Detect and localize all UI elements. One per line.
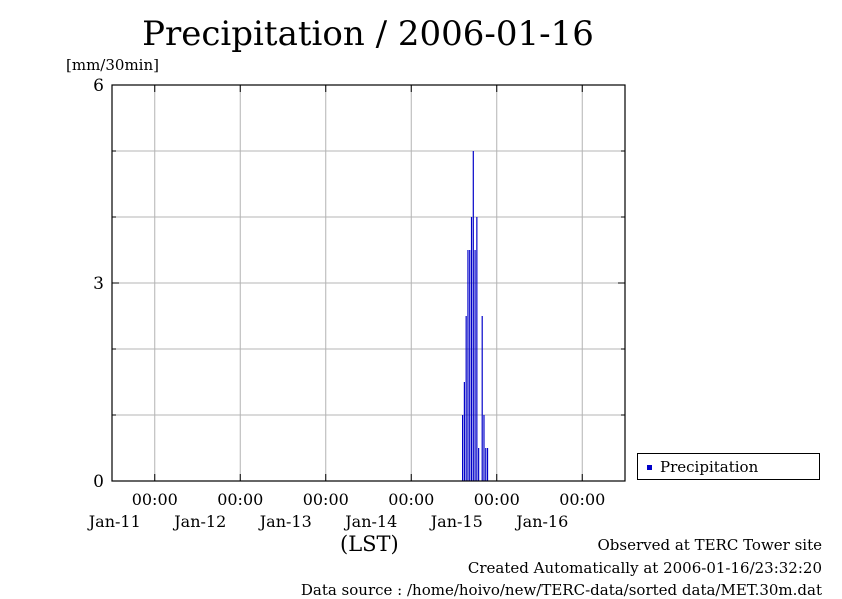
precipitation-bar	[470, 217, 473, 481]
axes	[111, 84, 626, 482]
x-tick-label-time: 00:00	[474, 490, 520, 509]
x-tick-label-time: 00:00	[303, 490, 349, 509]
y-tick-label: 3	[93, 274, 104, 294]
precipitation-bar	[476, 217, 478, 481]
tick-labels: 0 3 6 00:00 Jan-11 00:00 Jan-12 00:00 Jan-13 00:0…	[87, 76, 606, 531]
precipitation-bar	[463, 382, 465, 481]
bars	[462, 151, 489, 481]
precipitation-bar	[483, 415, 485, 481]
x-tick-label-date: Jan-14	[343, 512, 397, 531]
precipitation-bar	[486, 448, 489, 481]
precipitation-bar	[462, 415, 464, 481]
precipitation-bar	[469, 250, 471, 481]
footer-source: Data source : /home/hoivo/new/TERC-data/…	[300, 581, 822, 599]
footer-observed: Observed at TERC Tower site	[597, 536, 822, 554]
precipitation-bar	[478, 448, 480, 481]
x-tick-label-time: 00:00	[388, 490, 434, 509]
precipitation-bar	[474, 250, 476, 481]
legend-label: Precipitation	[660, 458, 759, 476]
legend-swatch	[647, 465, 652, 470]
x-tick-label-date: Jan-11	[87, 512, 141, 531]
footer-created: Created Automatically at 2006-01-16/23:3…	[467, 559, 822, 577]
precipitation-bar	[472, 151, 474, 481]
precipitation-bar	[465, 316, 467, 481]
x-tick-label-time: 00:00	[217, 490, 263, 509]
x-tick-label-time: 00:00	[132, 490, 178, 509]
y-tick-label: 6	[93, 76, 104, 96]
y-axis-label: [mm/30min]	[66, 56, 159, 74]
x-tick-label-date: Jan-16	[514, 512, 568, 531]
legend: Precipitation	[637, 453, 820, 480]
precipitation-bar	[481, 316, 483, 481]
x-axis-label: (LST)	[340, 532, 399, 556]
y-tick-label: 0	[93, 472, 104, 492]
precipitation-bar	[485, 448, 487, 481]
x-tick-label-date: Jan-12	[172, 512, 226, 531]
x-tick-label-date: Jan-13	[258, 512, 312, 531]
x-tick-label-date: Jan-15	[429, 512, 483, 531]
x-tick-label-time: 00:00	[559, 490, 605, 509]
precipitation-bar	[467, 250, 469, 481]
chart-title: Precipitation / 2006-01-16	[142, 14, 594, 54]
grid-lines	[112, 85, 625, 481]
